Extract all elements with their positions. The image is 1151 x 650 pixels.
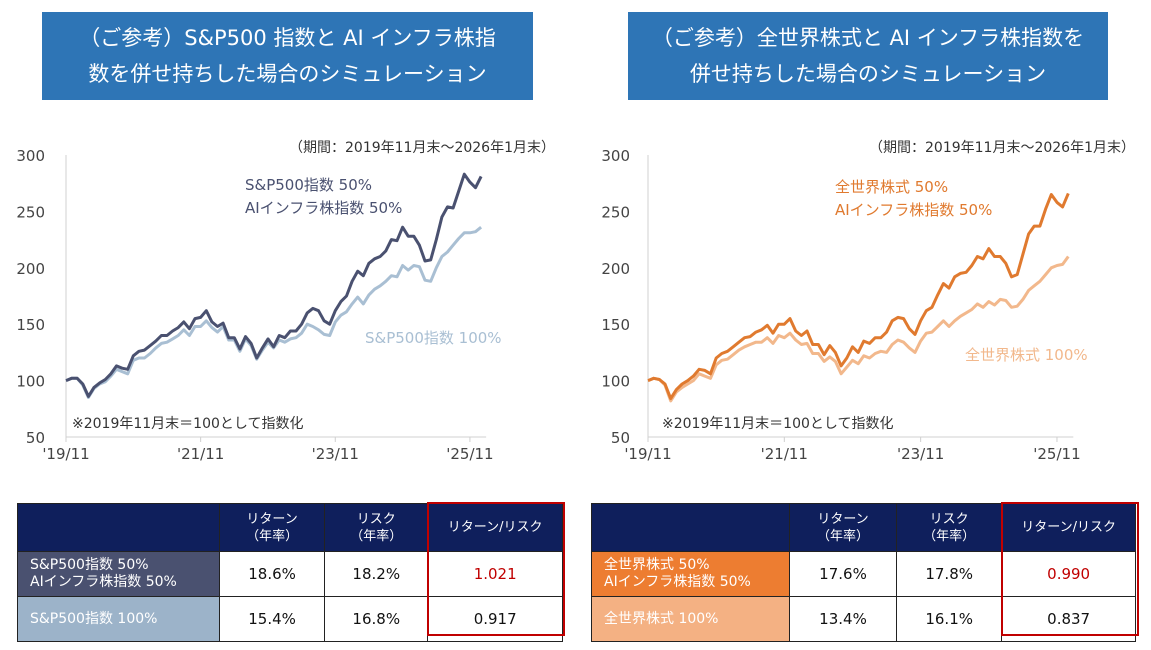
right-legend-base: 全世界株式 100% — [965, 346, 1088, 364]
right-y-tick-label: 50 — [611, 429, 630, 447]
return-cell: 15.4% — [218, 596, 326, 642]
ratio-cell: 0.917 — [427, 596, 563, 642]
row-label: S&P500指数 50% AIインフラ株指数 50% — [17, 551, 220, 597]
right-period-note: （期間：2019年11月末～2026年1月末） — [869, 140, 1135, 156]
table-header-cell — [17, 503, 220, 552]
left-y-tick-label: 300 — [16, 147, 45, 165]
table-header-cell: リターン （年率） — [218, 503, 326, 552]
table-header-cell: リターン/リスク — [1001, 503, 1136, 552]
table-header-row: リターン （年率） リスク （年率） リターン/リスク — [17, 503, 563, 552]
left-table: リターン （年率） リスク （年率） リターン/リスク S&P500指数 50% A… — [17, 503, 563, 642]
left-title-line2: 数を併せ持ちした場合のシミュレーション — [88, 62, 487, 86]
right-x-tick-label: '21/11 — [761, 445, 808, 463]
right-index-note: ※2019年11月末＝100として指数化 — [662, 416, 893, 432]
left-x-tick-label: '25/11 — [446, 445, 493, 463]
right-y-tick-label: 250 — [601, 203, 630, 221]
left-legend-mix: S&P500指数 50% — [245, 176, 372, 194]
table-row: 全世界株式 50% AIインフラ株指数 50% 17.6% 17.8% 0.99… — [591, 551, 1136, 597]
table-header-cell: リスク （年率） — [324, 503, 429, 552]
risk-cell: 18.2% — [324, 551, 429, 597]
right-title-line2: 併せ持ちした場合のシミュレーション — [689, 62, 1047, 86]
ratio-cell: 0.837 — [1001, 596, 1136, 642]
table-row: 全世界株式 100% 13.4% 16.1% 0.837 — [591, 596, 1136, 642]
table-header-cell: リターン/リスク — [427, 503, 563, 552]
risk-cell: 16.1% — [896, 596, 1003, 642]
row-label: 全世界株式 50% AIインフラ株指数 50% — [591, 551, 790, 597]
left-series-base-line — [65, 226, 483, 399]
table-row: S&P500指数 100% 15.4% 16.8% 0.917 — [17, 596, 563, 642]
right-legend-mix: AIインフラ株指数 50% — [835, 201, 992, 219]
right-y-tick-label: 100 — [601, 373, 630, 391]
right-y-tick-label: 200 — [601, 260, 630, 278]
left-legend-mix: AIインフラ株指数 50% — [245, 199, 402, 217]
right-legend-mix: 全世界株式 50% — [835, 178, 948, 196]
left-period-note: （期間：2019年11月末～2026年1月末） — [289, 140, 555, 156]
right-series-base-line — [647, 255, 1070, 403]
left-index-note: ※2019年11月末＝100として指数化 — [72, 416, 303, 432]
left-title-line1: （ご参考）S&P500 指数と AI インフラ株指 — [79, 26, 496, 50]
left-y-tick-label: 100 — [16, 373, 45, 391]
right-x-tick-label: '19/11 — [624, 445, 671, 463]
table-header-cell: リターン （年率） — [788, 503, 898, 552]
left-series-mix-line — [65, 172, 483, 398]
risk-cell: 17.8% — [896, 551, 1003, 597]
left-x-tick-label: '19/11 — [42, 445, 89, 463]
row-label: S&P500指数 100% — [17, 596, 220, 642]
left-x-tick-label: '21/11 — [177, 445, 224, 463]
risk-cell: 16.8% — [324, 596, 429, 642]
table-row: S&P500指数 50% AIインフラ株指数 50% 18.6% 18.2% 1… — [17, 551, 563, 597]
return-cell: 13.4% — [788, 596, 898, 642]
right-y-tick-label: 150 — [601, 316, 630, 334]
ratio-cell: 0.990 — [1001, 551, 1136, 597]
right-title: （ご参考）全世界株式と AI インフラ株指数を 併せ持ちした場合のシミュレーショ… — [628, 12, 1108, 100]
table-header-row: リターン （年率） リスク （年率） リターン/リスク — [591, 503, 1136, 552]
left-y-tick-label: 200 — [16, 260, 45, 278]
right-table: リターン （年率） リスク （年率） リターン/リスク 全世界株式 50% AIイン… — [591, 503, 1136, 642]
left-y-tick-label: 250 — [16, 203, 45, 221]
table-header-cell: リスク （年率） — [896, 503, 1003, 552]
table-header-cell — [591, 503, 790, 552]
left-x-tick-label: '23/11 — [312, 445, 359, 463]
ratio-cell: 1.021 — [427, 551, 563, 597]
return-cell: 18.6% — [218, 551, 326, 597]
right-x-tick-label: '23/11 — [897, 445, 944, 463]
left-y-tick-label: 50 — [26, 429, 45, 447]
left-legend-base: S&P500指数 100% — [365, 329, 502, 347]
left-y-tick-label: 150 — [16, 316, 45, 334]
row-label: 全世界株式 100% — [591, 596, 790, 642]
right-y-tick-label: 300 — [601, 147, 630, 165]
return-cell: 17.6% — [788, 551, 898, 597]
right-title-line1: （ご参考）全世界株式と AI インフラ株指数を — [651, 26, 1085, 50]
left-title: （ご参考）S&P500 指数と AI インフラ株指 数を併せ持ちした場合のシミュ… — [42, 12, 533, 100]
right-series-mix-line — [647, 192, 1070, 401]
right-x-tick-label: '25/11 — [1033, 445, 1080, 463]
